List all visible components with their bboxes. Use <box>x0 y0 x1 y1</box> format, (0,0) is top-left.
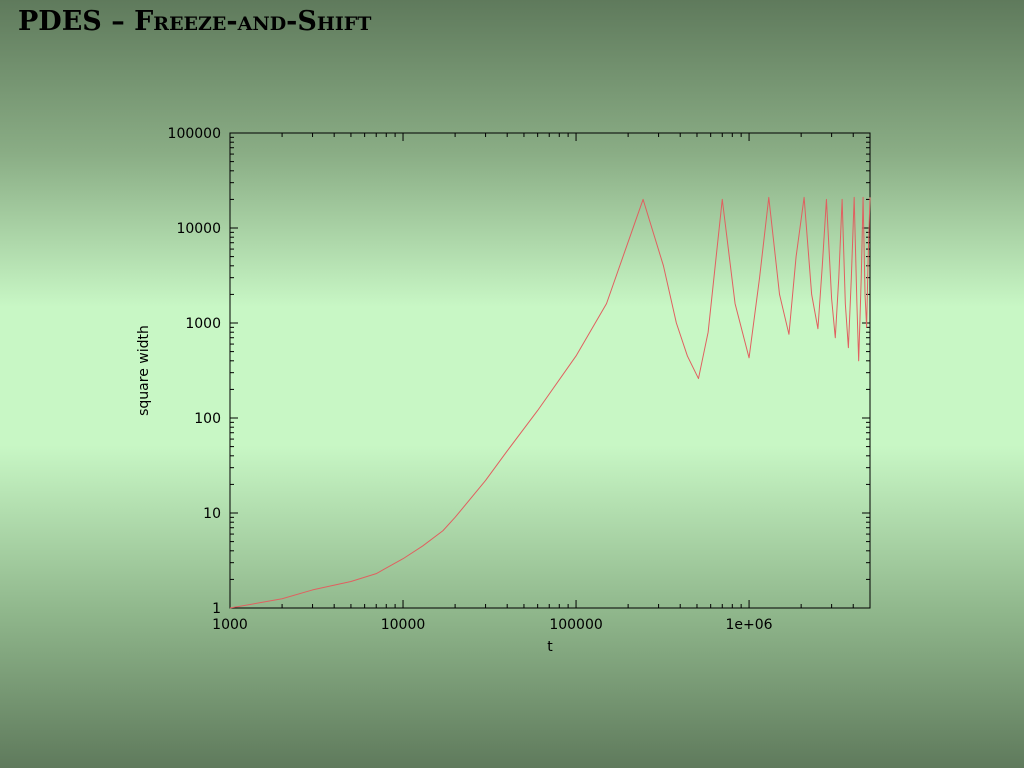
y-tick-label: 100 <box>194 411 221 427</box>
y-tick-label: 10 <box>203 506 221 522</box>
series-line-0 <box>229 196 871 609</box>
series-layer <box>229 196 871 609</box>
axis-ticks: 1000 10000 100000 1e+06 1 10 100 1000 10000 10000… <box>168 126 870 633</box>
y-tick-label: 1 <box>212 601 221 617</box>
plot-frame <box>229 132 871 609</box>
x-tick-label: 1e+06 <box>726 617 773 633</box>
x-tick-label: 100000 <box>549 617 602 633</box>
x-tick-label: 1000 <box>212 617 248 633</box>
slide-title-prefix: PDES – <box>18 6 135 37</box>
x-axis-label: t <box>547 639 553 655</box>
slide-title-main: Freeze-and-Shift <box>134 6 372 37</box>
slide-title: PDES – Freeze-and-Shift <box>18 6 371 37</box>
y-tick-label: 10000 <box>176 221 221 237</box>
y-axis-label: square width <box>136 325 152 416</box>
y-tick-label: 1000 <box>185 316 221 332</box>
y-tick-label: 100000 <box>168 126 221 142</box>
x-tick-label: 10000 <box>381 617 426 633</box>
